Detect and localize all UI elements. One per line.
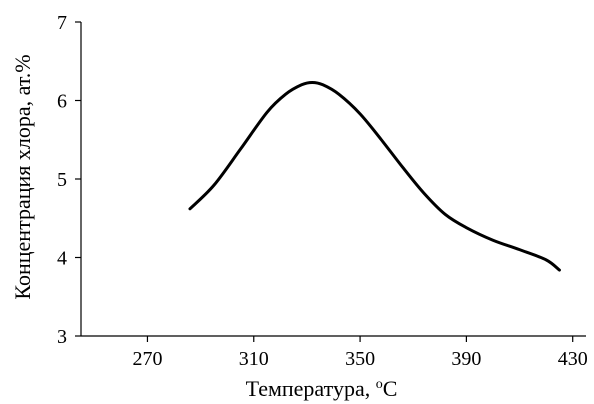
x-axis-title: Температура, oC	[246, 376, 398, 401]
series-line	[188, 80, 561, 272]
series	[188, 80, 561, 272]
y-tick-label: 7	[57, 12, 67, 34]
x-axis-title-unit: C	[383, 376, 398, 401]
y-tick-label: 3	[57, 326, 67, 348]
x-tick-label: 310	[239, 348, 269, 370]
y-tick-label: 4	[57, 248, 67, 270]
y-tick-label: 6	[57, 91, 67, 113]
x-tick-label: 390	[451, 348, 481, 370]
y-tick-label: 5	[57, 169, 67, 191]
x-axis-title-text: Температура,	[246, 376, 376, 401]
axes	[80, 22, 586, 337]
x-tick-label: 430	[558, 348, 588, 370]
x-axis-title-superscript: o	[376, 377, 383, 392]
x-ticks: 270 310 350 390 430	[132, 336, 588, 370]
y-axis-title: Концентрация хлора, ат.%	[10, 54, 35, 299]
x-tick-label: 350	[345, 348, 375, 370]
y-ticks: 3 4 5 6 7	[57, 12, 81, 348]
x-tick-label: 270	[132, 348, 162, 370]
